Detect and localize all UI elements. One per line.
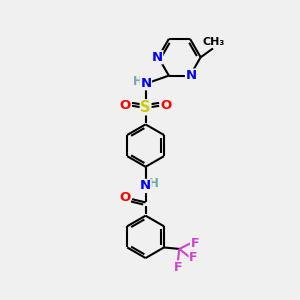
Text: O: O <box>119 99 130 112</box>
Text: O: O <box>161 99 172 112</box>
Text: N: N <box>140 179 151 192</box>
Text: N: N <box>152 51 163 64</box>
Text: F: F <box>189 251 198 264</box>
Text: F: F <box>190 236 199 250</box>
Text: O: O <box>119 190 130 204</box>
Text: S: S <box>140 100 151 115</box>
Text: N: N <box>140 77 152 90</box>
Text: N: N <box>186 69 197 82</box>
Text: H: H <box>149 177 159 190</box>
Text: CH₃: CH₃ <box>203 37 225 47</box>
Text: F: F <box>173 261 182 274</box>
Text: H: H <box>132 75 142 88</box>
